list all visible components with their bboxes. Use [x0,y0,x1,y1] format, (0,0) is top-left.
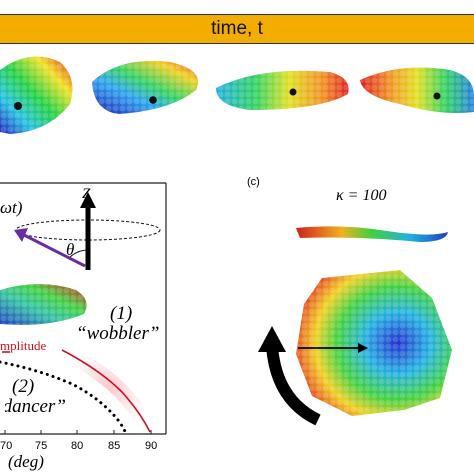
z-axis-arrowhead [80,192,96,208]
x-tick-label-90: 90 [145,440,158,452]
time-banner: time, t [0,14,474,44]
disk-snapshot-4 [360,67,474,113]
disk-snapshot-1 [0,56,73,134]
theta-label: θ [66,240,75,259]
amplitude-glow [54,342,158,440]
x-axis-label: (deg) [8,452,44,471]
tilt-vector [21,232,86,268]
amplitude-label: mplitude [0,338,47,353]
wobbler-disk [0,284,87,325]
mode-2-number: (2) [12,376,35,397]
panel-c-top-disk [296,270,452,416]
mode-1-number: (1) [110,303,133,324]
rotation-arrow [266,345,321,426]
disk-snapshot-3 [216,70,349,110]
boundary-dotted-curve [0,360,128,436]
x-tick-label-70: 70 [0,440,13,452]
x-ticks [4,430,152,434]
rotation-arrowhead [258,326,286,352]
panel-c-tag: (c) [247,176,260,188]
theta-arc [69,249,89,258]
radius-arrowhead [358,343,368,353]
omega-t-label: ωt) [0,198,23,217]
kappa-label: κ = 100 [336,187,387,204]
mode-1-name: “wobbler” [76,323,160,344]
x-tick-label-80: 80 [71,440,84,452]
amplitude-curve [61,349,151,433]
mode-2-name: “dancer” [2,396,66,417]
x-tick-label-85: 85 [108,440,121,452]
disk-snapshot-2 [92,60,199,114]
tilt-vector-arrowhead [14,228,28,242]
panel-c-side-disk [296,226,448,242]
time-banner-label: time, t [211,18,263,39]
z-axis-label: Z [82,186,91,202]
x-tick-label-75: 75 [35,440,48,452]
